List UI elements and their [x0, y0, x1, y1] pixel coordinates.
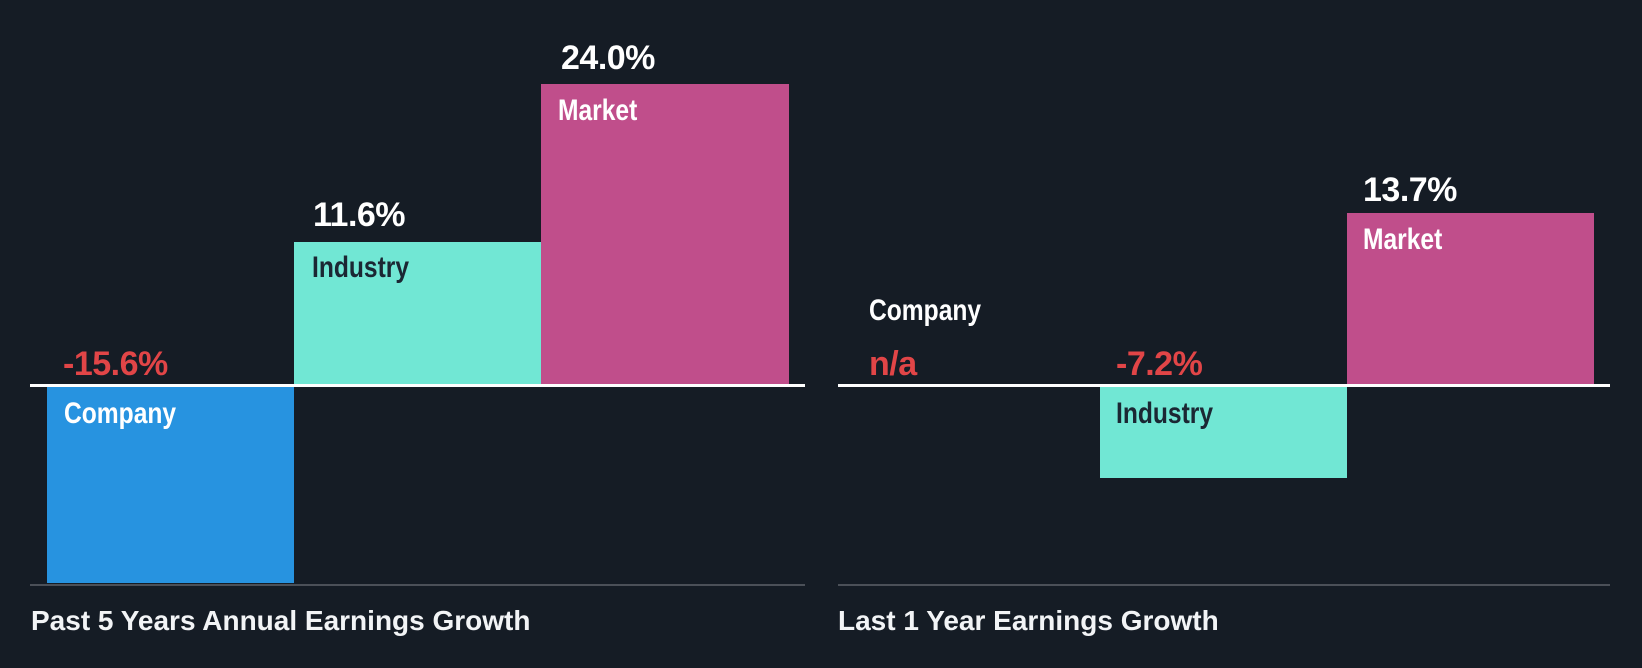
past-5-years-chart-title: Past 5 Years Annual Earnings Growth [31, 605, 531, 636]
bar-company-5y[interactable] [47, 387, 294, 583]
company-1y-bar-label: Company [869, 294, 982, 327]
bar-market-5y[interactable] [541, 84, 789, 384]
bottom-axis-5y [30, 584, 805, 586]
market-1y-bar-label: Market [1363, 223, 1443, 256]
bar-industry-5y[interactable] [294, 242, 541, 384]
bar-industry-1y[interactable] [1100, 387, 1347, 478]
industry-1y-bar-label: Industry [1116, 397, 1214, 430]
market-1y-value-label: 13.7% [1363, 171, 1457, 209]
industry-1y-value-label: -7.2% [1116, 345, 1203, 383]
last-1-year-chart-title: Last 1 Year Earnings Growth [838, 605, 1219, 636]
market-5y-bar-label: Market [558, 94, 638, 127]
market-5y-value-label: 24.0% [561, 39, 655, 77]
zero-baseline-1y [838, 384, 1610, 387]
company-5y-value-label: -15.6% [63, 345, 168, 383]
industry-5y-value-label: 11.6% [313, 196, 406, 234]
company-5y-bar-label: Company [64, 397, 177, 430]
zero-baseline-5y [30, 384, 805, 387]
industry-5y-bar-label: Industry [312, 251, 410, 284]
bottom-axis-1y [838, 584, 1610, 586]
bar-market-1y[interactable] [1347, 213, 1594, 384]
company-1y-value-label: n/a [869, 345, 917, 383]
